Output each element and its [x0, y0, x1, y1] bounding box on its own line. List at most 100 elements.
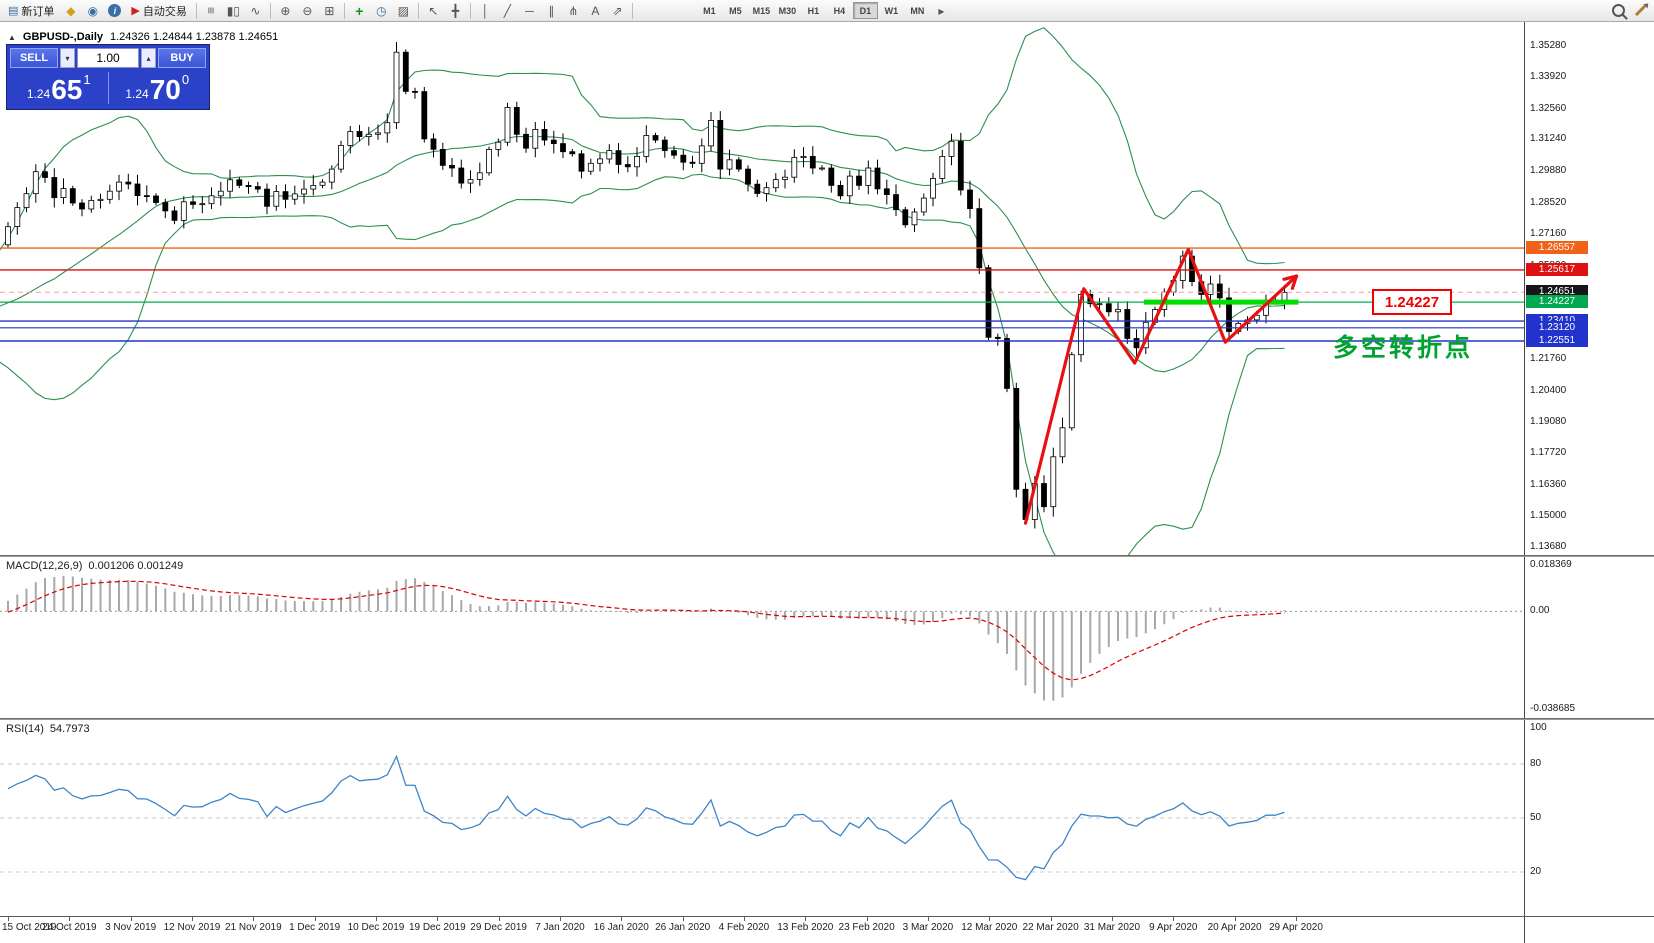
axis-tick: -0.038685: [1530, 703, 1576, 714]
bid-price-big: 65: [51, 74, 83, 105]
volume-up-button[interactable]: ▴: [141, 48, 156, 68]
toolbar-separator: [343, 2, 345, 19]
edit-pencil-icon[interactable]: [1630, 1, 1651, 20]
buy-button[interactable]: BUY: [158, 48, 206, 68]
timeframe-h4[interactable]: H4: [827, 2, 852, 19]
trade-panel-divider: [107, 72, 109, 104]
price-tag: 1.24227: [1526, 295, 1588, 309]
axis-tick: 1.33920: [1530, 71, 1567, 83]
axis-tick: 80: [1530, 758, 1542, 769]
timeframe-m15[interactable]: M15: [749, 2, 774, 19]
rsi-chart[interactable]: [0, 720, 1524, 916]
pencil-icon-glyph: [1634, 4, 1647, 17]
new-order-button[interactable]: ▤ 新订单: [3, 1, 59, 20]
ask-price-prefix: 1.24: [125, 86, 149, 101]
one-click-collapse-icon[interactable]: ▲: [8, 32, 16, 42]
price-axis[interactable]: 1.35280 1.33920 1.32560 1.31240 1.29880 1.285…: [1524, 22, 1654, 555]
macd-values: 0.001206 0.001249: [88, 560, 184, 572]
vertical-line-icon[interactable]: │: [481, 3, 490, 18]
date-axis-label: 12 Nov 2019: [163, 922, 221, 933]
toolbar-overflow-icon[interactable]: ▸: [938, 3, 945, 18]
price-callout: 1.24227: [1372, 289, 1452, 315]
toolbar-separator: [269, 2, 271, 19]
date-axis-label: 12 Mar 2020: [961, 922, 1018, 933]
axis-tick: 1.35280: [1530, 39, 1567, 51]
date-tick: [130, 917, 132, 921]
channel-icon[interactable]: ∥: [548, 3, 555, 18]
timeframe-d1[interactable]: D1: [852, 2, 878, 19]
cursor-icon[interactable]: ↖: [428, 3, 439, 18]
zoom-in-icon[interactable]: ⊕: [280, 3, 291, 18]
panel-separator[interactable]: [0, 555, 1654, 557]
date-axis[interactable]: 15 Oct 2019 24 Oct 2019 3 Nov 2019 12 Nov 2…: [0, 916, 1654, 943]
date-tick: [866, 917, 868, 921]
price-chart-panel[interactable]: ▲ GBPUSD-,Daily 1.24326 1.24844 1.23878 …: [0, 22, 1654, 555]
date-axis-label: 9 Apr 2020: [1149, 922, 1198, 933]
bar-chart-icon[interactable]: ≡: [204, 6, 219, 14]
search-icon[interactable]: [1608, 1, 1629, 20]
date-tick: [191, 917, 193, 921]
candlestick-icon[interactable]: ▮▯: [226, 3, 240, 18]
panel-separator[interactable]: [0, 718, 1654, 720]
date-axis-label: 3 Mar 2020: [902, 922, 954, 933]
arrows-tool-icon[interactable]: ⇗: [612, 3, 623, 18]
chart-symbol-label: GBPUSD-,Daily: [22, 31, 103, 43]
ask-price-big: 70: [149, 74, 181, 105]
indicators-icon[interactable]: +: [355, 2, 364, 19]
date-axis-label: 15 Oct 2019: [2, 922, 57, 933]
candlestick-chart[interactable]: [0, 22, 1524, 555]
date-axis-label: 20 Apr 2020: [1207, 922, 1262, 933]
templates-icon[interactable]: ▨: [397, 3, 410, 18]
date-axis-label: 22 Mar 2020: [1022, 922, 1079, 933]
zoom-out-icon[interactable]: ⊖: [302, 3, 313, 18]
date-axis-label: 29 Dec 2019: [470, 922, 527, 933]
axis-tick: 1.27160: [1530, 228, 1567, 240]
macd-chart[interactable]: [0, 557, 1524, 718]
auto-trading-button[interactable]: ▶ 自动交易: [126, 1, 191, 20]
timeframe-m5[interactable]: M5: [723, 2, 748, 19]
profile-icon[interactable]: ◉: [87, 3, 99, 18]
date-axis-label: 16 Jan 2020: [593, 922, 649, 933]
timeframe-w1[interactable]: W1: [879, 2, 904, 19]
timeframe-mn[interactable]: MN: [905, 2, 930, 19]
date-axis-label: 3 Nov 2019: [105, 922, 157, 933]
main-toolbar: ▤ 新订单 ◆ ◉ i ▶ 自动交易 ≡ ▮▯ ∿ ⊕ ⊖ ⊞ + ◷ ▨ ↖ …: [0, 0, 1654, 22]
tile-windows-icon[interactable]: ⊞: [324, 3, 335, 18]
timeframe-m1[interactable]: M1: [697, 2, 722, 19]
date-tick: [989, 917, 991, 921]
ask-price: 1.24 70 0: [109, 70, 207, 106]
rsi-axis: 100 80 50 20: [1524, 720, 1654, 916]
date-axis-label: 13 Feb 2020: [777, 922, 834, 933]
date-axis-label: 1 Dec 2019: [289, 922, 341, 933]
timeframe-h1[interactable]: H1: [801, 2, 826, 19]
date-axis-label: 24 Oct 2019: [42, 922, 97, 933]
axis-tick: 100: [1530, 722, 1547, 733]
auto-trading-icon: ▶: [131, 5, 140, 17]
volume-input[interactable]: [77, 48, 139, 68]
date-tick: [805, 917, 807, 921]
macd-panel[interactable]: MACD(12,26,9) 0.001206 0.001249 0.018369…: [0, 557, 1654, 718]
rsi-panel[interactable]: RSI(14) 54.7973 100 80 50 20: [0, 720, 1654, 916]
text-tool-icon[interactable]: A: [591, 3, 600, 18]
pitchfork-icon[interactable]: ⋔: [568, 3, 579, 18]
macd-axis: 0.018369 0.00 -0.038685: [1524, 557, 1654, 718]
info-icon-glyph: i: [108, 4, 122, 17]
timeframe-m30[interactable]: M30: [775, 2, 800, 19]
trendline-icon[interactable]: ╱: [503, 3, 511, 18]
date-tick: [559, 917, 561, 921]
volume-down-button[interactable]: ▾: [60, 48, 75, 68]
crosshair-icon[interactable]: ╋: [451, 3, 459, 18]
date-axis-label: 21 Nov 2019: [224, 922, 282, 933]
periods-icon[interactable]: ◷: [376, 3, 387, 18]
info-icon[interactable]: i: [104, 1, 125, 20]
line-chart-icon[interactable]: ∿: [250, 3, 261, 18]
date-axis-label: 26 Jan 2020: [655, 922, 711, 933]
date-tick: [253, 917, 255, 921]
sell-button[interactable]: SELL: [10, 48, 58, 68]
market-icon[interactable]: ◆: [66, 3, 76, 18]
horizontal-line-icon[interactable]: ─: [525, 3, 534, 18]
axis-tick: 1.29880: [1530, 164, 1567, 176]
date-tick: [8, 917, 9, 921]
